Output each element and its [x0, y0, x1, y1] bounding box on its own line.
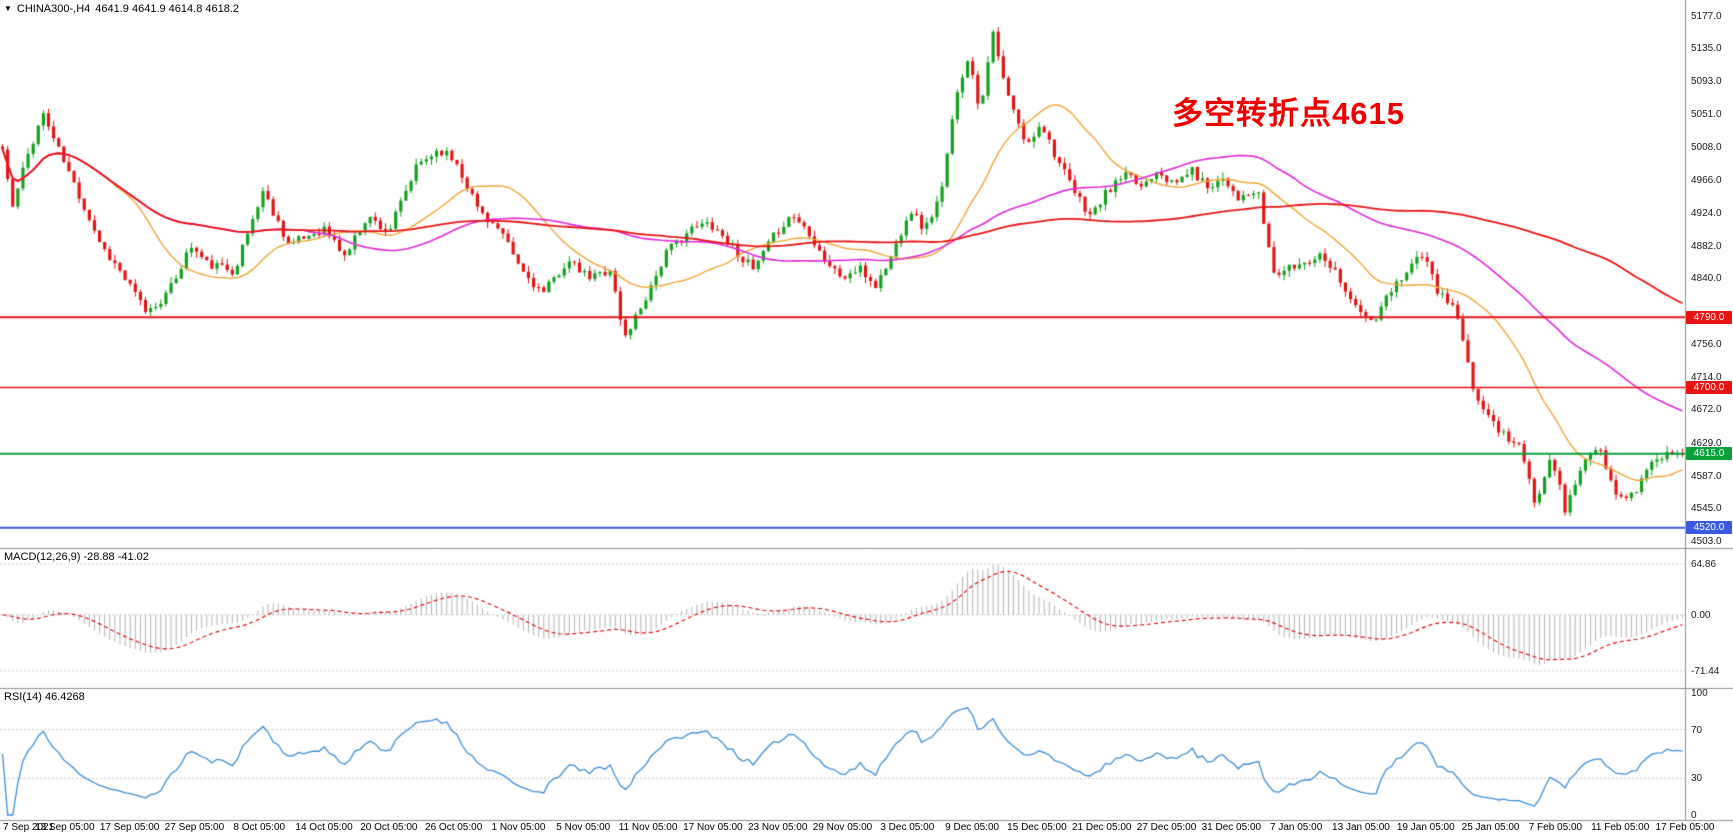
trading-chart-window: ▼ CHINA300-,H4 4641.9 4641.9 4614.8 4618…	[0, 0, 1733, 838]
chart-canvas[interactable]	[0, 0, 1733, 838]
